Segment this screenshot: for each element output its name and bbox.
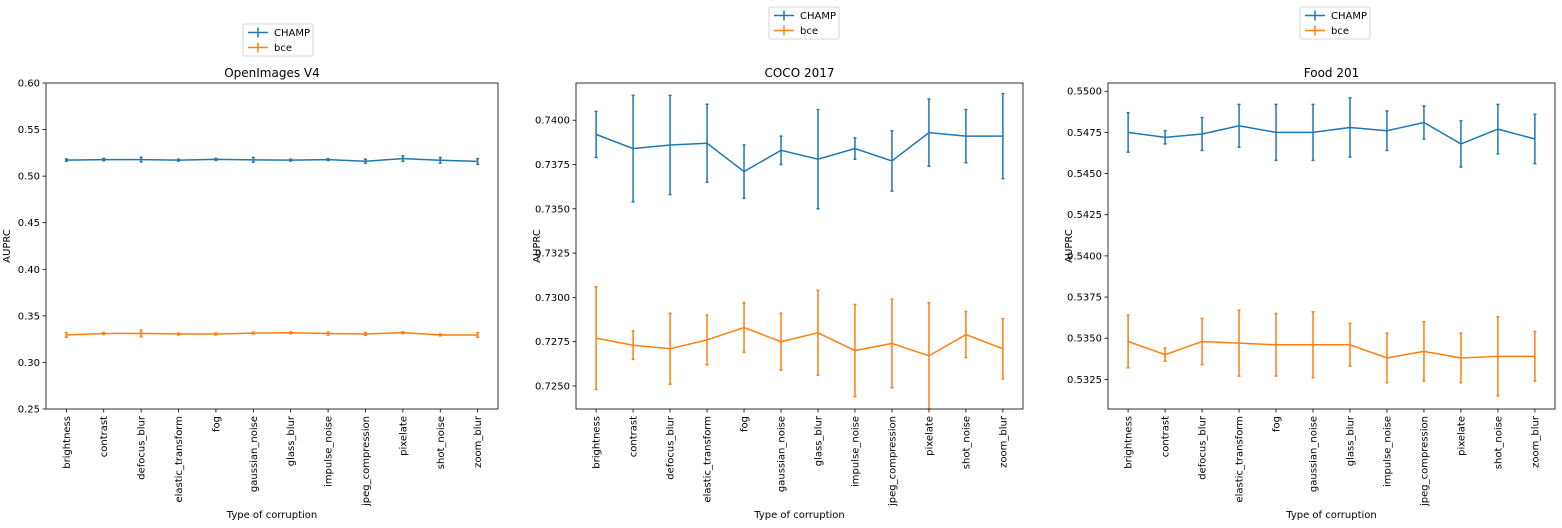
x-tick-label-defocus_blur: defocus_blur <box>1198 415 1209 480</box>
y-tick-label: 0.7250 <box>535 381 570 392</box>
legend-label-bce: bce <box>800 26 818 37</box>
x-tick-label-pixelate: pixelate <box>398 416 409 456</box>
x-tick-label-zoom_blur: zoom_blur <box>1530 415 1541 468</box>
y-tick-label: 0.5375 <box>1067 293 1102 304</box>
x-tick-label-gaussian_noise: gaussian_noise <box>777 416 788 492</box>
plot-frame <box>1107 82 1556 410</box>
x-tick-label-gaussian_noise: gaussian_noise <box>249 416 260 492</box>
x-tick-label-zoom_blur: zoom_blur <box>998 415 1009 468</box>
x-tick-label-brightness: brightness <box>1124 416 1135 469</box>
x-axis-label: Type of corruption <box>226 510 317 521</box>
chart-title: Food 201 <box>1304 66 1360 80</box>
x-axis-label: Type of corruption <box>753 510 844 521</box>
legend: CHAMP bce <box>242 23 314 57</box>
y-tick-label: 0.35 <box>18 311 40 322</box>
y-tick-label: 0.7375 <box>535 160 570 171</box>
x-tick-label-brightness: brightness <box>592 416 603 469</box>
series-line-champ <box>595 131 1003 173</box>
x-tick-label-elastic_transform: elastic_transform <box>1235 416 1246 503</box>
y-tick-label: 0.30 <box>18 358 40 369</box>
series-bce <box>594 286 1005 410</box>
x-tick-label-brightness: brightness <box>62 416 73 469</box>
x-tick-label-jpeg_compression: jpeg_compression <box>1419 416 1430 507</box>
x-tick-label-fog: fog <box>740 416 751 432</box>
plot-frame <box>575 82 1024 410</box>
y-axis-label: AUPRC <box>2 229 13 263</box>
x-tick-label-shot_noise: shot_noise <box>1493 416 1504 469</box>
x-tick-label-zoom_blur: zoom_blur <box>473 415 484 468</box>
series-line-champ <box>1128 121 1536 145</box>
y-tick-label: 0.7350 <box>535 204 570 215</box>
series-line-bce <box>595 326 1004 357</box>
x-tick-label-defocus_blur: defocus_blur <box>666 415 677 480</box>
x-tick-label-contrast: contrast <box>99 416 110 457</box>
y-axis-label: AUPRC <box>532 229 543 263</box>
series-bce <box>64 329 480 339</box>
y-tick-label: 0.7325 <box>535 249 570 260</box>
series-champ <box>64 155 480 165</box>
x-axis-label: Type of corruption <box>1285 510 1376 521</box>
y-tick-label: 0.5400 <box>1067 251 1102 262</box>
y-tick-label: 0.5325 <box>1067 375 1102 386</box>
x-tick-label-jpeg_compression: jpeg_compression <box>887 416 898 507</box>
legend-label-bce: bce <box>274 43 292 54</box>
y-tick-label: 0.25 <box>18 405 40 416</box>
chart-panel-3: Food 201 0.5325 0.5350 0.5375 0.5400 0.5425 0.… <box>1064 6 1556 521</box>
series-champ <box>1126 97 1537 168</box>
y-tick-label: 0.5450 <box>1067 169 1102 180</box>
y-tick-label: 0.40 <box>18 265 40 276</box>
y-tick-label: 0.55 <box>18 125 40 136</box>
legend-label-champ: CHAMP <box>800 11 836 22</box>
x-tick-label-fog: fog <box>1272 416 1283 432</box>
legend-label-bce: bce <box>1331 26 1349 37</box>
x-tick-label-elastic_transform: elastic_transform <box>703 416 714 503</box>
y-tick-label: 0.50 <box>18 172 40 183</box>
series-line-champ <box>66 157 478 163</box>
legend: CHAMP bce <box>1299 6 1371 40</box>
x-tick-label-shot_noise: shot_noise <box>961 416 972 469</box>
y-tick-label: 0.45 <box>18 218 40 229</box>
series-bce <box>1126 309 1537 397</box>
x-tick-label-jpeg_compression: jpeg_compression <box>361 416 372 507</box>
x-tick-label-defocus_blur: defocus_blur <box>137 415 148 480</box>
x-tick-label-glass_blur: glass_blur <box>813 415 824 466</box>
x-tick-label-glass_blur: glass_blur <box>1345 415 1356 466</box>
y-tick-label: 0.7400 <box>535 116 570 127</box>
y-tick-label: 0.7300 <box>535 293 570 304</box>
plot-frame <box>45 82 499 410</box>
x-tick-label-glass_blur: glass_blur <box>286 415 297 466</box>
chart-panel-1: OpenImages V4 0.25 0.30 0.35 0.40 0.45 0.50 0.5… <box>2 23 499 521</box>
x-tick-label-impulse_noise: impulse_noise <box>850 416 861 487</box>
x-tick-label-gaussian_noise: gaussian_noise <box>1309 416 1320 492</box>
y-tick-label: 0.7275 <box>535 337 570 348</box>
legend-label-champ: CHAMP <box>274 28 310 39</box>
series-champ <box>594 92 1005 210</box>
y-axis-label: AUPRC <box>1064 229 1075 263</box>
x-tick-label-elastic_transform: elastic_transform <box>174 416 185 503</box>
chart-panel-2: COCO 2017 0.7250 0.7275 0.7300 0.7325 0.7350 0… <box>532 6 1024 521</box>
x-tick-label-impulse_noise: impulse_noise <box>324 416 335 487</box>
y-tick-label: 0.5350 <box>1067 334 1102 345</box>
series-line-bce <box>1127 340 1535 359</box>
x-tick-label-pixelate: pixelate <box>1456 416 1467 456</box>
x-tick-label-fog: fog <box>211 416 222 432</box>
series-line-bce <box>66 331 478 336</box>
legend: CHAMP bce <box>768 6 840 40</box>
x-tick-label-contrast: contrast <box>629 416 640 457</box>
y-tick-label: 0.60 <box>18 79 40 90</box>
x-tick-label-shot_noise: shot_noise <box>436 416 447 469</box>
x-tick-label-impulse_noise: impulse_noise <box>1382 416 1393 487</box>
y-tick-label: 0.5475 <box>1067 128 1102 139</box>
chart-title: COCO 2017 <box>764 66 834 80</box>
x-tick-label-contrast: contrast <box>1161 416 1172 457</box>
legend-label-champ: CHAMP <box>1331 11 1367 22</box>
y-tick-label: 0.5425 <box>1067 210 1102 221</box>
y-tick-label: 0.5500 <box>1067 87 1102 98</box>
x-tick-label-pixelate: pixelate <box>924 416 935 456</box>
chart-title: OpenImages V4 <box>224 66 320 80</box>
